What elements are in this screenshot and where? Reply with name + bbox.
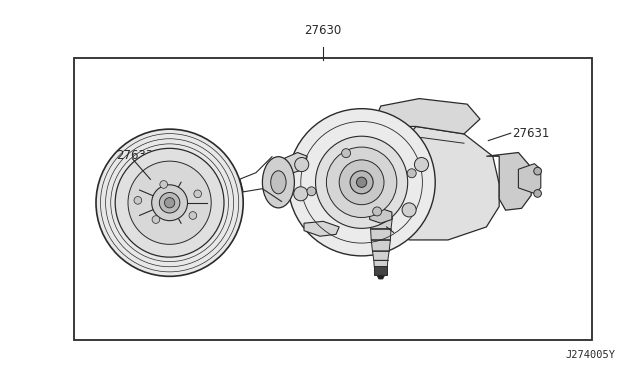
Polygon shape bbox=[372, 251, 389, 260]
Polygon shape bbox=[518, 164, 541, 193]
Ellipse shape bbox=[339, 160, 384, 205]
Polygon shape bbox=[304, 221, 339, 236]
Ellipse shape bbox=[96, 129, 243, 276]
Ellipse shape bbox=[115, 148, 224, 257]
Polygon shape bbox=[377, 275, 385, 279]
Ellipse shape bbox=[316, 136, 408, 228]
Ellipse shape bbox=[294, 187, 308, 201]
Ellipse shape bbox=[326, 147, 397, 218]
Text: J274005Y: J274005Y bbox=[566, 350, 616, 360]
Ellipse shape bbox=[134, 196, 141, 204]
Polygon shape bbox=[374, 99, 480, 154]
Ellipse shape bbox=[307, 187, 316, 196]
Ellipse shape bbox=[356, 177, 367, 187]
Bar bbox=[374, 266, 387, 275]
Polygon shape bbox=[381, 126, 499, 240]
Ellipse shape bbox=[128, 161, 211, 244]
Ellipse shape bbox=[262, 157, 294, 208]
Ellipse shape bbox=[164, 198, 175, 208]
Ellipse shape bbox=[294, 157, 308, 171]
Ellipse shape bbox=[194, 190, 202, 198]
Polygon shape bbox=[370, 208, 392, 223]
Text: 27633: 27633 bbox=[116, 149, 154, 162]
Ellipse shape bbox=[288, 109, 435, 256]
Ellipse shape bbox=[189, 212, 196, 219]
Polygon shape bbox=[371, 229, 391, 240]
Polygon shape bbox=[369, 218, 392, 229]
Ellipse shape bbox=[152, 185, 188, 221]
Bar bbox=[74, 58, 592, 340]
Ellipse shape bbox=[402, 203, 416, 217]
Ellipse shape bbox=[159, 192, 180, 213]
Polygon shape bbox=[374, 260, 388, 268]
Ellipse shape bbox=[534, 167, 541, 175]
Text: 27630: 27630 bbox=[305, 24, 342, 37]
Text: 27631: 27631 bbox=[512, 127, 549, 140]
Ellipse shape bbox=[407, 169, 416, 178]
Polygon shape bbox=[284, 153, 307, 173]
Ellipse shape bbox=[350, 171, 373, 194]
Ellipse shape bbox=[415, 157, 429, 171]
Ellipse shape bbox=[372, 207, 381, 216]
Ellipse shape bbox=[534, 190, 541, 197]
Polygon shape bbox=[486, 153, 531, 210]
Ellipse shape bbox=[152, 216, 160, 224]
Text: 92682: 92682 bbox=[395, 229, 432, 241]
Ellipse shape bbox=[271, 171, 286, 194]
Polygon shape bbox=[371, 240, 390, 251]
Ellipse shape bbox=[342, 149, 351, 158]
Ellipse shape bbox=[160, 181, 168, 188]
